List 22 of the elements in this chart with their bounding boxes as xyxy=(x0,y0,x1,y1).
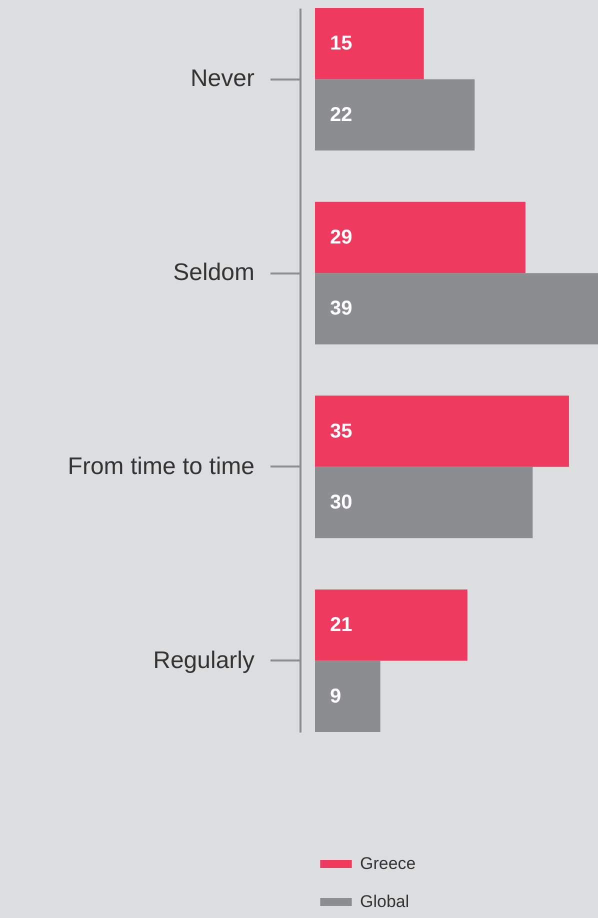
bar xyxy=(315,396,569,467)
data-label: 22 xyxy=(330,104,352,126)
y-tick-label: Regularly xyxy=(153,646,254,674)
bar xyxy=(315,79,475,150)
data-label: 39 xyxy=(330,298,352,320)
y-tick-label: Never xyxy=(190,65,254,92)
data-label: 35 xyxy=(330,420,352,442)
bar xyxy=(315,273,598,344)
bar xyxy=(315,590,468,661)
data-label: 21 xyxy=(330,614,352,636)
legend-label: Greece xyxy=(360,854,416,873)
data-label: 29 xyxy=(330,226,352,248)
bar xyxy=(315,202,526,274)
data-label: 15 xyxy=(330,32,352,55)
bar xyxy=(315,8,424,80)
legend-label: Global xyxy=(360,892,410,911)
data-label: 9 xyxy=(330,685,342,708)
bar xyxy=(315,466,533,538)
y-tick-label: Seldom xyxy=(173,259,254,286)
bar xyxy=(315,660,380,732)
y-tick-label: From time to time xyxy=(68,452,254,480)
data-label: 30 xyxy=(330,492,352,514)
